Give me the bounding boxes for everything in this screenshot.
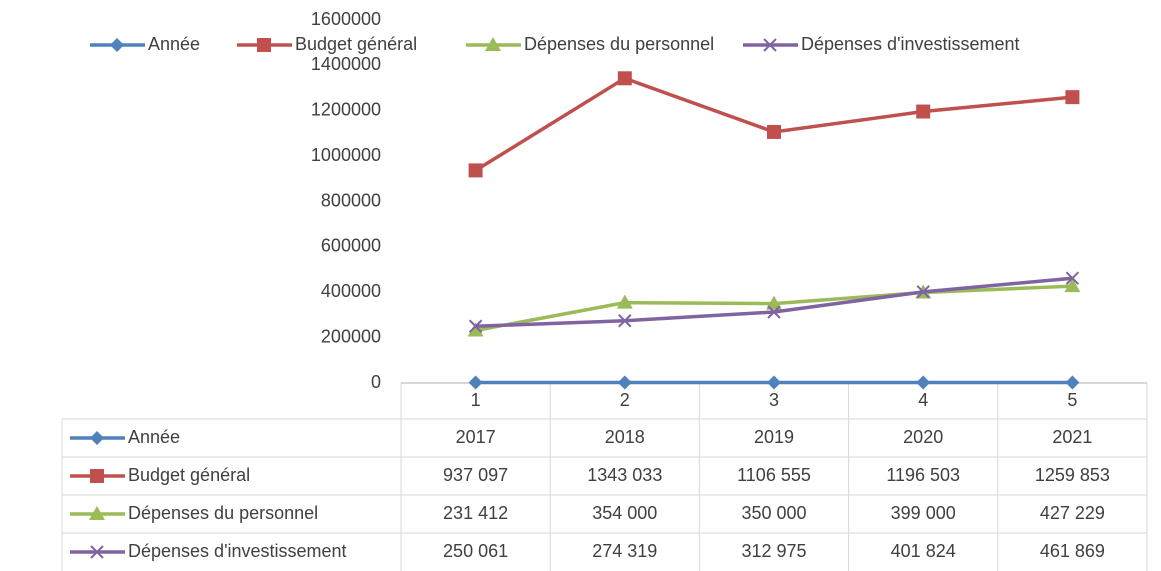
table-cell: 2021: [1052, 427, 1092, 447]
y-tick-label: 400000: [321, 281, 381, 301]
y-tick-label: 800000: [321, 190, 381, 210]
y-tick-label: 1200000: [311, 100, 381, 120]
table-cell: 937 097: [443, 465, 508, 485]
table-row-label: Dépenses du personnel: [128, 503, 318, 523]
marker: [916, 375, 931, 390]
y-tick-label: 600000: [321, 236, 381, 256]
y-tick-label: 1400000: [311, 54, 381, 74]
y-tick-label: 1000000: [311, 145, 381, 165]
x-tick-label: 3: [769, 390, 779, 410]
table-row-label: Dépenses d'investissement: [128, 541, 347, 561]
y-tick-label: 200000: [321, 326, 381, 346]
marker: [617, 71, 632, 86]
table-cell: 2020: [903, 427, 943, 447]
x-tick-label: 2: [620, 390, 630, 410]
x-tick-label: 1: [471, 390, 481, 410]
table-cell: 399 000: [891, 503, 956, 523]
table-cell: 461 869: [1040, 541, 1105, 561]
marker: [257, 38, 271, 52]
marker: [468, 375, 483, 390]
marker: [485, 37, 501, 51]
table-cell: 1259 853: [1035, 465, 1110, 485]
table-cell: 350 000: [741, 503, 806, 523]
table-cell: 2017: [456, 427, 496, 447]
series-line: [474, 76, 1073, 172]
marker: [767, 305, 781, 319]
marker: [617, 375, 632, 390]
marker: [90, 545, 104, 559]
marker: [616, 294, 633, 309]
marker: [89, 506, 105, 520]
table-cell: 274 319: [592, 541, 657, 561]
legend-label: Dépenses d'investissement: [801, 34, 1020, 54]
marker: [916, 104, 931, 119]
table-cell: 312 975: [741, 541, 806, 561]
marker: [763, 38, 777, 52]
table-cell: 354 000: [592, 503, 657, 523]
marker: [468, 163, 483, 178]
table-row-label: Budget général: [128, 465, 250, 485]
marker: [90, 469, 104, 483]
marker: [767, 124, 781, 139]
marker: [1065, 375, 1080, 390]
x-tick-label: 4: [918, 390, 928, 410]
table-cell: 1196 503: [886, 465, 960, 485]
marker: [1064, 278, 1081, 293]
marker: [110, 38, 124, 52]
marker: [468, 319, 483, 333]
marker: [90, 431, 104, 445]
table-cell: 1106 555: [737, 465, 811, 485]
marker: [916, 285, 930, 299]
legend-label: Budget général: [295, 34, 417, 54]
legend-label: Dépenses du personnel: [524, 34, 714, 54]
table-row-label: Année: [128, 427, 180, 447]
y-tick-label: 0: [371, 372, 381, 392]
marker: [1065, 90, 1080, 105]
y-tick-label: 1600000: [311, 9, 381, 29]
marker: [1065, 271, 1080, 285]
table-cell: 2018: [605, 427, 645, 447]
marker: [767, 375, 781, 390]
marker: [467, 322, 484, 337]
x-tick-label: 5: [1067, 390, 1077, 410]
table-cell: 1343 033: [587, 465, 662, 485]
marker: [766, 295, 782, 310]
table-cell: 401 824: [891, 541, 956, 561]
table-cell: 2019: [754, 427, 794, 447]
table-cell: 250 061: [443, 541, 508, 561]
marker: [618, 314, 632, 328]
table-cell: 427 229: [1040, 503, 1105, 523]
legend-label: Année: [148, 34, 200, 54]
table-cell: 231 412: [443, 503, 508, 523]
